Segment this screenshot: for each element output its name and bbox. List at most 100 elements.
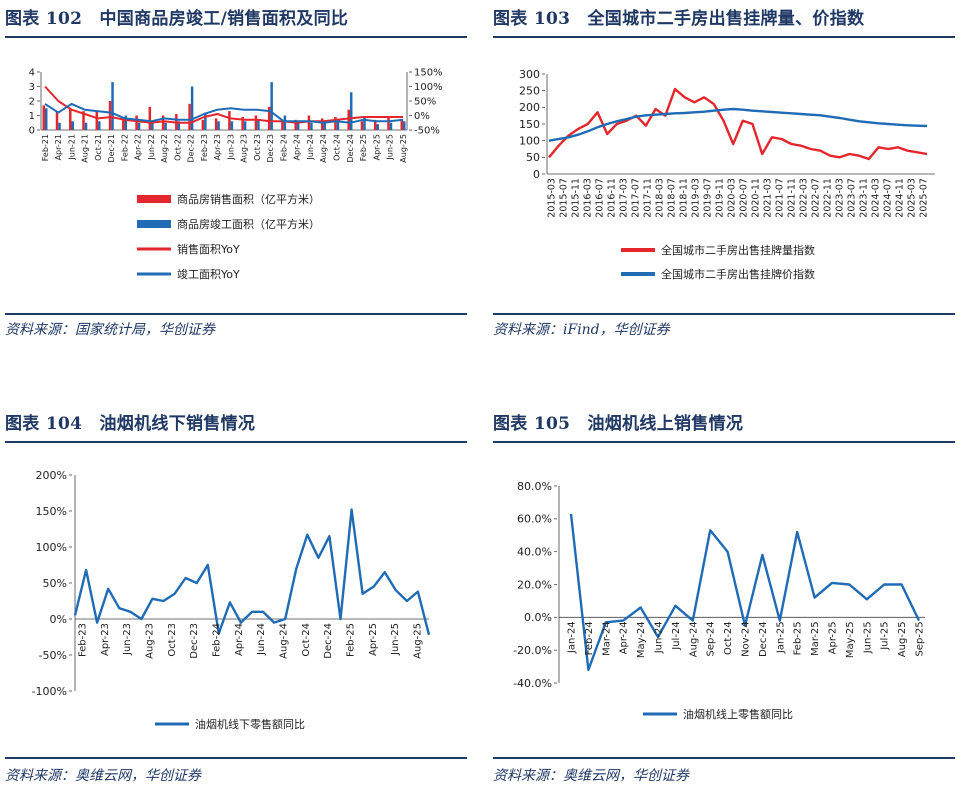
x-tick-label: Jun-22 [147,134,156,161]
source-note: 资料来源：国家统计局，华创证券 [5,322,215,338]
y-tick-label: 60.0% [517,513,552,526]
completion-area-bar [137,122,141,130]
y-tick-label: 40.0% [517,546,552,559]
online-hood-sales-chart: 80.0% 60.0% 40.0% 20.0% 0.0% -20.0% -40.0% Jan-… [513,480,925,721]
sales-area-bar [201,119,205,130]
y-tick-label: 50% [43,577,67,590]
x-tick-label: Apr-24 [234,623,245,656]
sales-area-bar [387,116,390,130]
x-tick-label: Mar-25 [810,621,821,656]
x-tick-label: Jun-24 [306,134,315,161]
chart-title: 图表 104 油烟机线下销售情况 [5,414,256,434]
x-tick-label: May-24 [636,621,647,658]
x-tick-label: Feb-25 [359,134,368,161]
right-tick-label: 0% [414,111,430,122]
x-tick-label: Apr-25 [368,623,379,656]
y-tick-label: -20.0% [513,644,552,657]
left-tick-label: 4 [29,68,35,79]
chart-title: 图表 102 中国商品房竣工/销售面积及同比 [5,9,349,29]
sales-area-bar [161,115,165,130]
x-tick-label: Oct-22 [173,134,182,161]
x-tick-label: Oct-24 [333,134,342,161]
sales-area-bar [135,115,138,130]
y-tick-label: 100 [519,135,540,148]
sales-area-bar [400,119,403,130]
chart-title: 图表 103 全国城市二手房出售挂牌量、价指数 [493,9,865,29]
x-tick-label: Feb-23 [78,623,89,657]
completion-area-bar [376,124,379,130]
x-tick-label: 2024-03 [870,178,881,218]
x-tick-label: 2018-03 [654,178,665,218]
sales-area-bar [69,108,72,130]
x-tick-label: Feb-23 [200,134,209,161]
completion-area-bar [124,115,128,130]
y-tick-label: 300 [519,68,540,81]
x-tick-label: Dec-23 [189,623,200,659]
sales-area-bar [254,115,258,130]
x-tick-label: Dec-24 [758,621,769,657]
panel-completion-sales: 图表 102 中国商品房竣工/销售面积及同比 4 3 2 1 0 150% 100% 50% 0… [5,0,475,395]
x-tick-label: 2019-03 [690,178,701,218]
online-yoy-line [569,513,921,672]
y-tick-label: 100% [36,541,67,554]
y-tick-label: -100% [32,685,67,698]
x-tick-label: Dec-24 [346,134,355,163]
x-tick-label: Feb-25 [346,623,357,657]
sales-area-bar [267,106,271,130]
x-tick-label: Feb-21 [41,134,50,161]
sales-area-bar [82,111,85,130]
x-tick-label: Aug-24 [319,134,328,163]
left-tick-label: 0 [29,126,35,137]
x-tick-label: 2024-11 [894,178,905,218]
x-tick-label: 2022-07 [810,178,821,218]
x-tick-label: 2018-07 [666,178,677,218]
legend-offline-yoy-label: 油烟机线下零售额同比 [195,717,305,731]
y-tick-label: 250 [519,85,540,98]
panel-offline-hood-sales: 图表 104 油烟机线下销售情况 200% 150% 100% 50% 0% -50% -1… [5,405,475,800]
x-tick-label: 2021-03 [762,178,773,218]
sales-area-bar [320,118,324,130]
x-tick-label: Jun-23 [122,623,133,656]
x-tick-label: Jun-24 [256,623,267,656]
listing-volume-line [548,87,928,161]
x-tick-label: 2015-07 [558,178,569,218]
y-tick-label: 0 [533,168,540,181]
x-tick-label: 2025-03 [906,178,917,218]
sales-area-bar [281,121,284,130]
x-tick-label: Oct-23 [253,134,262,161]
x-tick-label: 2016-11 [606,178,617,218]
x-tick-label: Apr-21 [54,134,63,160]
x-tick-label: Feb-24 [279,134,288,161]
completion-area-bar [71,121,75,130]
legend-listing-volume-label: 全国城市二手房出售挂牌量指数 [661,243,815,257]
sales-area-bar [294,119,297,130]
x-tick-label: Aug-23 [240,134,249,163]
x-tick-label: Oct-24 [301,623,312,657]
x-tick-label: 2016-07 [594,178,605,218]
completion-area-bar [151,122,154,130]
legend-completion-area-label: 商品房竣工面积（亿平方米） [177,217,320,231]
legend-sales-area-swatch [137,195,171,203]
x-tick-label: 2021-11 [786,178,797,218]
x-tick-label: 2024-07 [882,178,893,218]
x-tick-label: 2022-03 [798,178,809,218]
sales-area-bar [148,106,152,130]
y-tick-label: 20.0% [517,578,552,591]
legend-sales-area-label: 商品房销售面积（亿平方米） [177,192,320,206]
completion-area-bar [283,115,287,130]
x-tick-label: Aug-24 [688,621,699,657]
right-tick-label: 150% [414,68,443,79]
x-tick-label: 2021-07 [774,178,785,218]
right-tick-label: 100% [414,82,443,93]
completion-area-bar [323,122,326,130]
x-tick-label: Aug-25 [413,623,424,659]
x-tick-label: 2023-03 [834,178,845,218]
x-tick-label: Aug-22 [160,134,169,163]
x-tick-label: Dec-21 [107,134,116,163]
right-tick-label: -50% [414,126,440,137]
x-tick-label: Sep-24 [706,621,717,656]
y-tick-label: 0% [50,613,67,626]
x-tick-label: Aug-21 [81,134,90,163]
left-tick-label: 3 [29,82,35,93]
